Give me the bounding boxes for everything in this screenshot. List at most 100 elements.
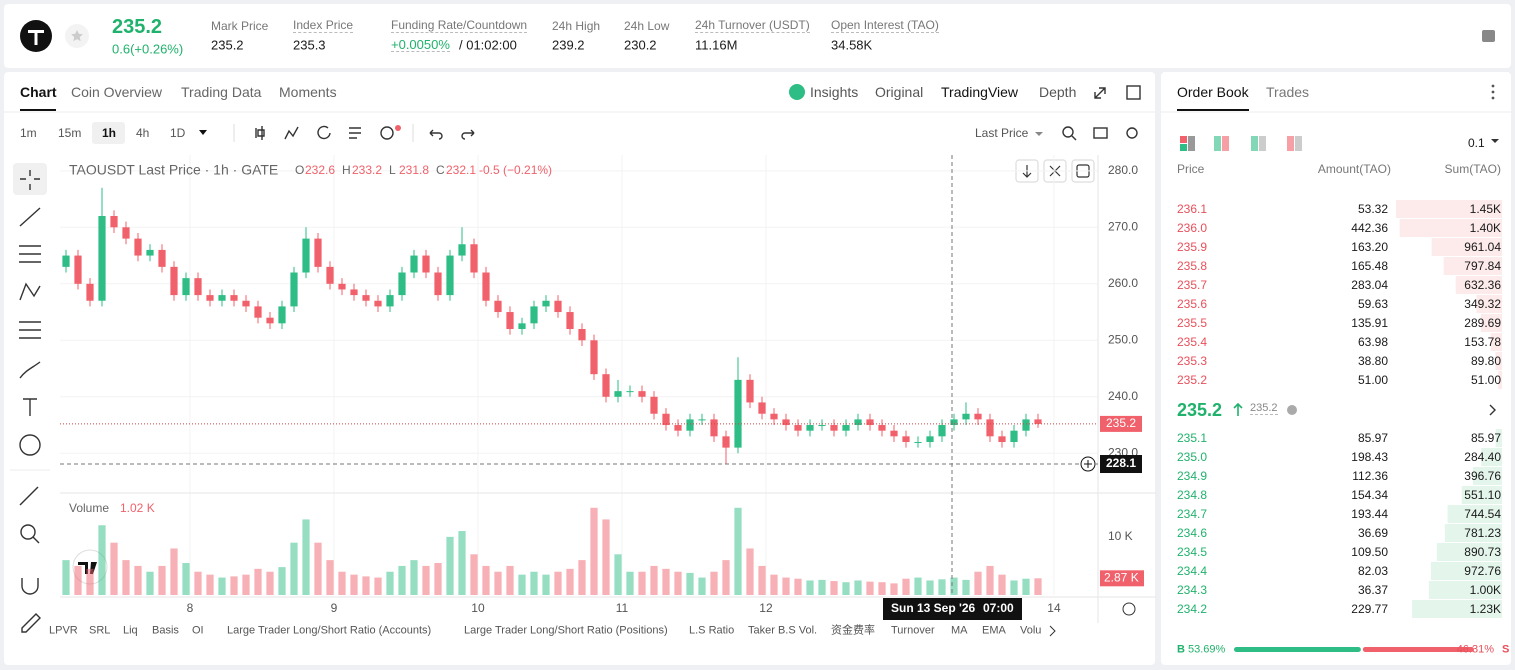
chart-tab[interactable]: Trading Data	[181, 84, 262, 100]
indicator-tab[interactable]: Large Trader Long/Short Ratio (Accounts)	[227, 624, 432, 637]
book-tab[interactable]: Trades	[1266, 84, 1310, 100]
settings-icon[interactable]	[1122, 602, 1136, 616]
book-price: 234.9	[1177, 469, 1208, 483]
candle-body	[302, 238, 310, 273]
book-sum: 551.10	[1464, 488, 1501, 502]
view-tab[interactable]: Depth	[1039, 84, 1077, 100]
volume-bar	[866, 581, 874, 595]
book-sum: 289.69	[1464, 316, 1501, 330]
book-amount: 165.48	[1351, 259, 1388, 273]
view-tab[interactable]: TradingView	[941, 84, 1019, 100]
indicator-tab[interactable]: Turnover	[891, 624, 935, 637]
candle-body	[950, 419, 958, 426]
precision-caret[interactable]	[1491, 139, 1499, 143]
dropdown-caret[interactable]	[1035, 132, 1043, 136]
chart-tab[interactable]: Coin Overview	[71, 84, 163, 100]
toolbar-icons[interactable]	[255, 125, 1138, 141]
indicator-tab[interactable]: EMA	[982, 624, 1006, 637]
interval[interactable]: 4h	[136, 126, 150, 140]
interval[interactable]: 1m	[20, 126, 37, 140]
candle-body	[890, 430, 898, 437]
depth-bar	[1447, 505, 1502, 523]
indicator-tab[interactable]: Liq	[123, 624, 138, 637]
volume-bar	[386, 571, 394, 595]
candle-body	[458, 244, 466, 256]
indicator-tab[interactable]: LPVR	[49, 624, 78, 637]
volume-bar	[290, 542, 298, 595]
book-amount: 112.36	[1352, 469, 1388, 483]
window-icon[interactable]	[1126, 85, 1141, 100]
depth-bar	[1495, 352, 1502, 370]
drawing-tools[interactable]	[19, 170, 41, 633]
book-view-icons[interactable]	[1180, 136, 1302, 151]
x-tick-label: 11	[616, 601, 629, 615]
volume-bar	[878, 582, 886, 595]
book-sum: 1.45K	[1469, 202, 1501, 216]
book-price: 235.2	[1177, 373, 1208, 387]
volume-bar	[374, 577, 382, 595]
volume-label: Volume	[69, 501, 109, 515]
volume-bar	[854, 580, 862, 595]
volume-bar	[470, 554, 478, 595]
volume-bar	[122, 560, 130, 595]
candle-body	[158, 249, 166, 267]
precision[interactable]: 0.1	[1468, 136, 1485, 150]
sell-ratio-bar	[1362, 647, 1474, 652]
book-price: 235.9	[1177, 240, 1208, 254]
book-amount: 109.50	[1351, 545, 1388, 559]
last-volume-tag	[1100, 570, 1144, 587]
candle-body	[794, 425, 802, 431]
indicator-tab[interactable]: Volu	[1020, 624, 1042, 637]
buy-ratio-bar	[1234, 647, 1361, 652]
interval[interactable]: 1h	[102, 126, 117, 140]
candle-body	[206, 295, 214, 301]
indicator-tab[interactable]: SRL	[89, 624, 111, 637]
chart-tab[interactable]: Moments	[279, 84, 337, 100]
view-tab[interactable]: Insights	[810, 84, 859, 100]
candle-body	[614, 391, 622, 397]
volume-bar	[170, 548, 178, 595]
candle-body	[98, 216, 106, 301]
stat-extra: / 01:02:00	[459, 37, 517, 53]
indicator-tab[interactable]: L.S Ratio	[689, 624, 735, 637]
price-type[interactable]: Last Price	[975, 126, 1029, 140]
interval[interactable]: 15m	[58, 126, 82, 140]
candle-body	[434, 272, 442, 296]
ohlc-key: L	[389, 163, 396, 177]
volume-bar	[686, 572, 694, 595]
expand-icon[interactable]	[1094, 87, 1106, 99]
volume-bar	[530, 571, 538, 595]
layout-icon[interactable]	[1482, 30, 1495, 42]
book-tab[interactable]: Order Book	[1177, 84, 1249, 100]
expand-arrow[interactable]	[1489, 404, 1496, 416]
volume-bar	[770, 574, 778, 595]
dropdown-caret[interactable]	[199, 130, 207, 135]
depth-bar	[1476, 295, 1502, 313]
candle-body	[578, 328, 586, 341]
indicator-tab[interactable]: Basis	[152, 624, 179, 637]
indicator-tab[interactable]: 资金费率	[831, 624, 875, 637]
interval[interactable]: 1D	[170, 126, 186, 140]
indicator-tab[interactable]: MA	[951, 624, 968, 637]
book-price: 234.6	[1177, 526, 1208, 540]
more-icon[interactable]	[1491, 84, 1495, 100]
book-sum: 51.00	[1470, 373, 1501, 387]
volume-bar	[602, 519, 610, 595]
indicator-tab[interactable]: OI	[192, 624, 204, 637]
depth-bar	[1444, 524, 1502, 542]
volume-bar	[1034, 578, 1042, 595]
volume-value: 1.02 K	[120, 501, 155, 515]
candle-body	[110, 216, 118, 228]
star-icon	[71, 30, 83, 42]
indicator-tab[interactable]: Large Trader Long/Short Ratio (Positions…	[464, 624, 668, 637]
view-tab[interactable]: Original	[875, 84, 924, 100]
depth-bar	[1461, 486, 1502, 504]
book-amount: 154.34	[1351, 488, 1388, 502]
x-tick-label: 8	[187, 601, 194, 615]
scroll-right[interactable]	[1049, 625, 1056, 637]
chart-tab[interactable]: Chart	[20, 84, 57, 100]
stat-label: 24h Low	[624, 19, 670, 33]
indicator-tab[interactable]: Taker B.S Vol.	[748, 624, 818, 637]
